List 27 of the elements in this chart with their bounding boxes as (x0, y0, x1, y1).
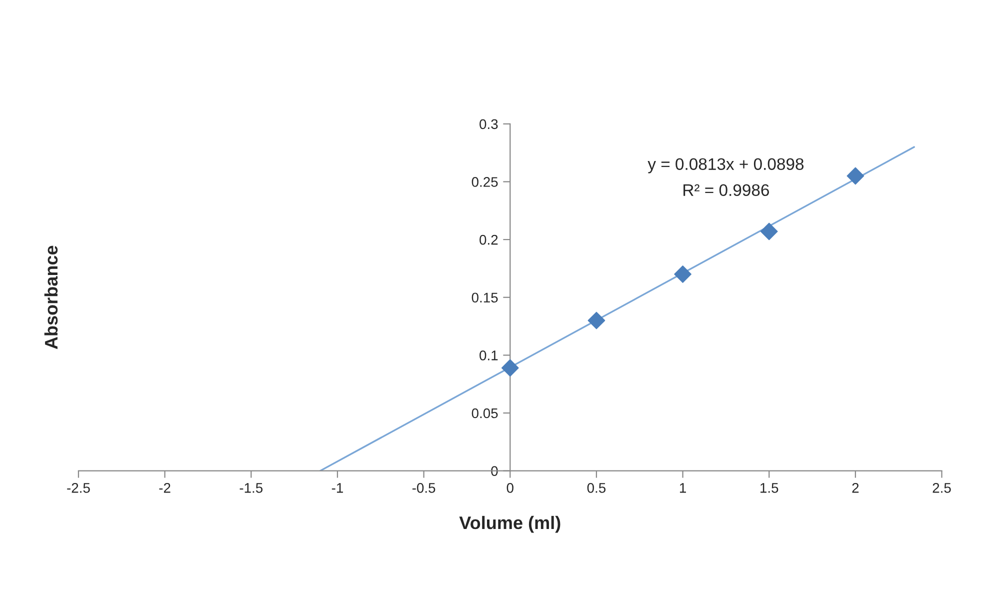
x-tick-label: 0 (506, 482, 514, 493)
y-tick-label: 0.2 (480, 234, 498, 245)
x-tick-label: -1 (332, 483, 343, 493)
y-tick-label: 0.05 (472, 408, 498, 418)
x-tick-label: -2.5 (67, 482, 90, 493)
annotation: R² = 0.9986 (684, 184, 769, 196)
x-tick-label: -0.5 (412, 482, 436, 493)
y-tick-label: 0.15 (472, 292, 498, 303)
point (846, 167, 864, 185)
y-tick-label: 0.1 (480, 350, 498, 360)
point (588, 312, 606, 330)
y-tick-label: 0.3 (480, 119, 498, 130)
y-tick-label: 0 (491, 466, 498, 476)
y-tick-label: 0.25 (472, 177, 498, 187)
x-tick-label: 2.5 (932, 482, 951, 493)
x-tick-label: 1.5 (760, 483, 778, 493)
y-axis-title: Absorbance (44, 246, 58, 350)
annotation: y = 0.0813x + 0.0898 (648, 158, 804, 174)
point (674, 266, 692, 283)
x-tick-label: 1 (680, 483, 686, 493)
point (760, 222, 778, 240)
x-tick-label: 0.5 (587, 482, 606, 493)
x-tick-label: -1.5 (240, 483, 263, 493)
point (501, 359, 519, 377)
x-tick-label: -2 (159, 482, 170, 493)
x-axis-title: Volume (ml) (459, 516, 560, 533)
x-tick-label: 2 (852, 482, 859, 493)
